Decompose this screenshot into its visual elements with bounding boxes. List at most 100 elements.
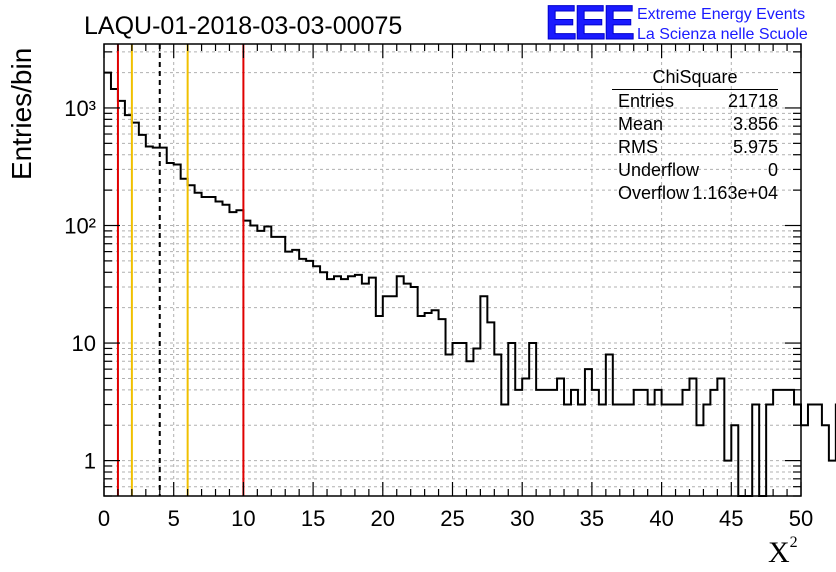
- histogram-bin: [139, 135, 146, 496]
- stats-value: 5.975: [732, 137, 778, 157]
- histogram-bin: [132, 123, 139, 496]
- histogram-bin: [257, 231, 264, 496]
- histogram-bin: [174, 165, 181, 496]
- logo-line-2: La Scienza nelle Scuole: [637, 26, 808, 43]
- histogram-bin: [334, 276, 341, 496]
- stats-name: Overflow: [618, 183, 690, 203]
- stats-row-underflow: Underflow 0: [612, 159, 778, 182]
- histogram-bin: [125, 115, 132, 496]
- histogram-bin: [662, 405, 669, 496]
- stats-name: Entries: [618, 91, 675, 111]
- stats-value: 21718: [727, 91, 778, 111]
- histogram-bin: [766, 405, 773, 496]
- histogram-bin: [264, 227, 271, 496]
- histogram-bin: [634, 390, 641, 496]
- histogram-bin: [536, 390, 543, 496]
- histogram-bin: [487, 322, 494, 496]
- histogram-bin: [557, 378, 564, 496]
- histogram-bin: [564, 405, 571, 496]
- histogram-bin: [167, 163, 174, 496]
- y-axis-label: Entries/bin: [6, 47, 37, 180]
- histogram-bin: [710, 390, 717, 496]
- y-tick-label: 10³: [64, 96, 96, 121]
- histogram-bin: [676, 405, 683, 496]
- histogram-bin: [383, 296, 390, 496]
- histogram-bin: [404, 284, 411, 496]
- histogram-bin: [585, 369, 592, 496]
- histogram-bin: [411, 287, 418, 496]
- histogram-bin: [432, 310, 439, 496]
- histogram-bin: [195, 193, 202, 496]
- histogram-bin: [362, 284, 369, 496]
- histogram-series: [104, 71, 836, 497]
- histogram-bin: [648, 405, 655, 496]
- histogram-bin: [578, 405, 585, 496]
- histogram-bin: [696, 425, 703, 496]
- histogram-bin: [466, 361, 473, 496]
- histogram-bin: [202, 197, 209, 496]
- histogram-bin: [501, 405, 508, 496]
- histogram-bin: [550, 390, 557, 496]
- histogram-bin: [822, 425, 829, 496]
- x-tick-label: 25: [440, 506, 464, 531]
- histogram-bin: [153, 148, 160, 496]
- histogram-bin: [571, 390, 578, 496]
- histogram-bin: [717, 378, 724, 496]
- histogram-bin: [320, 272, 327, 496]
- histogram-bin: [299, 259, 306, 496]
- histogram-bin: [229, 212, 236, 496]
- histogram-bin: [515, 390, 522, 496]
- histogram-bin: [731, 425, 738, 496]
- x-tick-label: 0: [98, 506, 110, 531]
- histogram-bin: [327, 279, 334, 496]
- histogram-bin: [425, 313, 432, 496]
- histogram-bin: [773, 390, 780, 496]
- x-tick-label: 45: [719, 506, 743, 531]
- histogram-bin: [111, 89, 118, 496]
- histogram-bin: [313, 266, 320, 496]
- histogram-bin: [243, 221, 250, 496]
- histogram-bin: [655, 390, 662, 496]
- histogram-bin: [703, 405, 710, 496]
- histogram-bin: [641, 390, 648, 496]
- histogram-bin: [689, 378, 696, 496]
- histogram-bin: [522, 378, 529, 496]
- histogram-bin: [118, 101, 125, 496]
- histogram-bin: [271, 237, 278, 496]
- histogram-bin: [724, 461, 731, 496]
- histogram-bin: [181, 179, 188, 496]
- histogram-bin: [808, 405, 815, 496]
- histogram-bin: [529, 343, 536, 496]
- histogram-bin: [780, 390, 787, 496]
- stats-name: Underflow: [618, 160, 700, 180]
- x-tick-label: 20: [371, 506, 395, 531]
- histogram-bin: [627, 405, 634, 496]
- histogram-bin: [216, 202, 223, 496]
- histogram-bin: [397, 276, 404, 496]
- histogram-bin: [160, 148, 167, 496]
- stats-row-entries: Entries 21718: [612, 90, 778, 113]
- histogram-bin: [250, 226, 257, 496]
- stats-value: 1.163e+04: [692, 183, 778, 203]
- histogram-bin: [829, 461, 836, 496]
- histogram-bin: [606, 354, 613, 496]
- histogram-bin: [341, 279, 348, 496]
- histogram-bin: [508, 343, 515, 496]
- histogram-bin: [613, 405, 620, 496]
- x-tick-label: 15: [301, 506, 325, 531]
- stats-row-rms: RMS 5.975: [612, 136, 778, 159]
- histogram-bin: [752, 405, 759, 496]
- run-title: LAQU-01-2018-03-03-00075: [84, 12, 403, 40]
- histogram-bin: [453, 343, 460, 496]
- histogram-bin: [669, 405, 676, 496]
- stats-row-mean: Mean 3.856: [612, 113, 778, 136]
- histogram-bin: [222, 205, 229, 496]
- stats-box: ChiSquare Entries 21718 Mean 3.856 RMS 5…: [612, 66, 778, 205]
- histogram-bin: [599, 405, 606, 496]
- y-tick-label: 1: [84, 449, 96, 474]
- stats-title: ChiSquare: [612, 66, 778, 90]
- histogram-bin: [592, 390, 599, 496]
- histogram-bin: [355, 275, 362, 496]
